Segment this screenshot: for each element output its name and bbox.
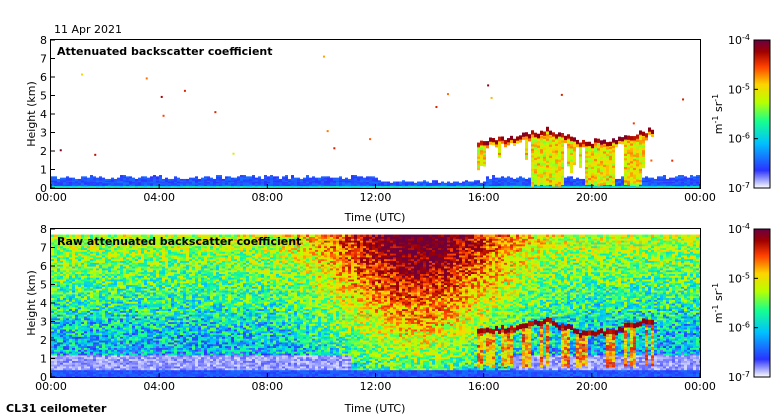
x-tick-label: 00:00: [35, 191, 67, 204]
y-tick-label: 6: [40, 71, 47, 84]
panel-raw-backscatter: Raw attenuated backscatter coefficient H…: [25, 222, 771, 415]
x-tick-label: 04:00: [143, 191, 175, 204]
y-axis-label: Height (km): [25, 270, 38, 336]
y-tick-label: 6: [40, 260, 47, 273]
colorbar-tick-label: 10-7: [728, 181, 750, 195]
backscatter-heatmap: [51, 234, 700, 377]
colorbar-scale: [753, 228, 771, 378]
x-tick-label: 20:00: [576, 191, 608, 204]
y-tick-label: 0: [40, 182, 47, 195]
y-tick-label: 5: [40, 90, 47, 103]
x-axis-label: Time (UTC): [344, 402, 406, 415]
y-tick-label: 3: [40, 316, 47, 329]
x-tick-label: 12:00: [360, 380, 392, 393]
x-tick-label: 00:00: [35, 380, 67, 393]
x-tick-label: 16:00: [468, 380, 500, 393]
y-tick-label: 2: [40, 334, 47, 347]
panel-title: Raw attenuated backscatter coefficient: [57, 235, 301, 248]
y-tick-label: 4: [40, 108, 47, 121]
y-tick-label: 2: [40, 145, 47, 158]
colorbar: 10-7 10-6 10-5 10-4 m-1 sr-1: [711, 222, 771, 384]
colorbar-tick-label: 10-4: [728, 222, 750, 236]
y-tick-label: 5: [40, 279, 47, 292]
y-tick-label: 8: [40, 34, 47, 47]
y-tick-label: 1: [40, 353, 47, 366]
date-label: 11 Apr 2021: [54, 23, 122, 36]
colorbar-tick-label: 10-5: [728, 82, 750, 96]
y-tick-label: 1: [40, 164, 47, 177]
panel-title: Attenuated backscatter coefficient: [57, 45, 273, 58]
x-tick-label: 20:00: [576, 380, 608, 393]
y-tick-label: 3: [40, 127, 47, 140]
y-tick-label: 7: [40, 53, 47, 66]
colorbar-unit-label: m-1 sr-1: [711, 94, 725, 134]
colorbar-tick-label: 10-5: [728, 271, 750, 285]
x-tick-label: 04:00: [143, 380, 175, 393]
colorbar-tick-label: 10-6: [728, 321, 750, 335]
colorbar-unit-label: m-1 sr-1: [711, 283, 725, 323]
colorbar-scale: [753, 39, 771, 189]
y-tick-label: 7: [40, 242, 47, 255]
y-tick-label: 8: [40, 223, 47, 236]
colorbar-tick-label: 10-6: [728, 132, 750, 146]
colorbar-tick-label: 10-7: [728, 370, 750, 384]
colorbar: 10-7 10-6 10-5 10-4 m-1 sr-1: [711, 33, 771, 195]
x-tick-label: 00:00: [684, 191, 716, 204]
colorbar-tick-label: 10-4: [728, 33, 750, 47]
y-axis-label: Height (km): [25, 81, 38, 147]
x-tick-label: 12:00: [360, 191, 392, 204]
x-axis-label: Time (UTC): [344, 211, 406, 224]
x-tick-label: 16:00: [468, 191, 500, 204]
instrument-label: CL31 ceilometer: [6, 402, 107, 415]
panel-attenuated-backscatter: Attenuated backscatter coefficient Heigh…: [25, 33, 771, 224]
x-tick-label: 08:00: [251, 191, 283, 204]
x-tick-label: 00:00: [684, 380, 716, 393]
backscatter-heatmap: [51, 55, 700, 188]
y-tick-label: 0: [40, 371, 47, 384]
plot-frame: [50, 39, 701, 189]
y-tick-label: 4: [40, 297, 47, 310]
plot-frame: [50, 228, 701, 378]
x-tick-label: 08:00: [251, 380, 283, 393]
